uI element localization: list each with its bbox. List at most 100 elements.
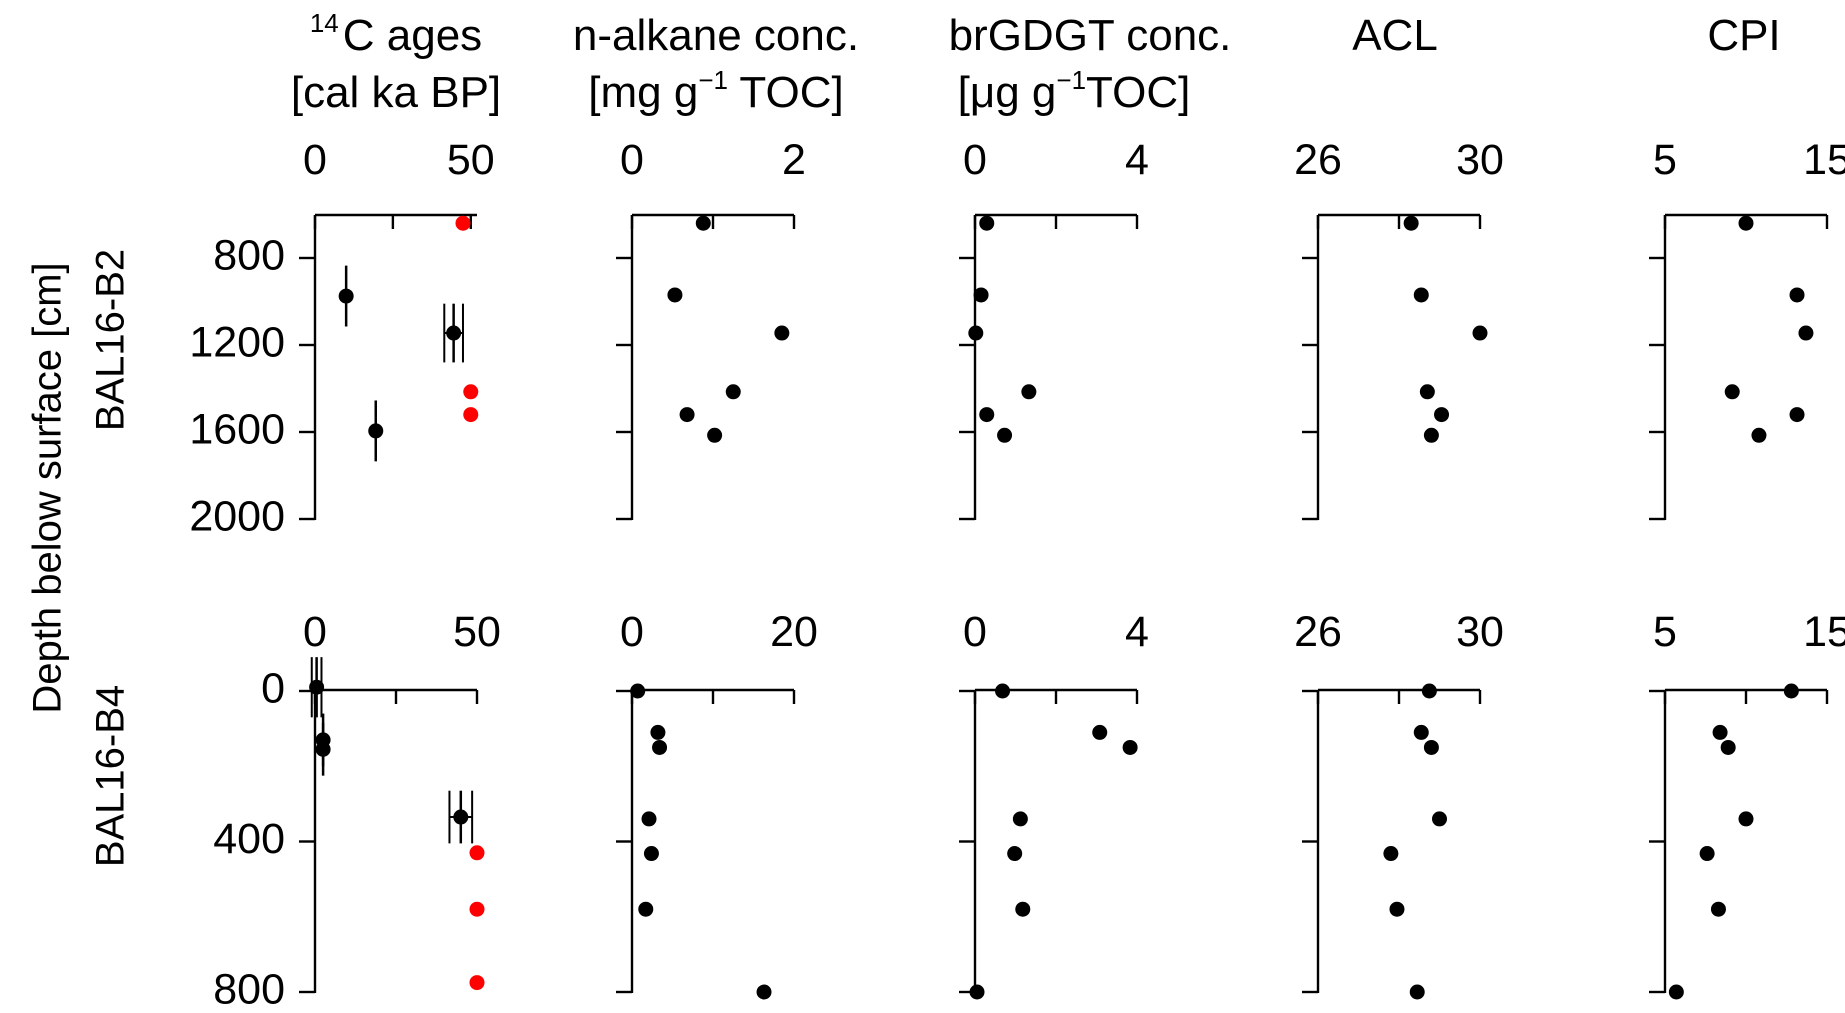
data-point — [979, 407, 995, 423]
y-tick-label: 2000 — [189, 492, 285, 540]
y-axis-title: Depth below surface [cm] — [26, 262, 70, 713]
x-tick-label: 5 — [1653, 136, 1677, 184]
data-point — [650, 724, 666, 740]
data-point — [641, 811, 657, 827]
data-point — [338, 288, 354, 304]
data-point — [463, 384, 479, 400]
data-point — [1432, 811, 1447, 827]
header-14c-ages: 14C ages [cal ka BP] — [291, 8, 501, 117]
header-14c-ages-superscript: 14 — [310, 8, 339, 38]
row-label-b4: BAL16-B4 — [89, 685, 133, 867]
x-tick-label: 26 — [1294, 608, 1342, 656]
x-tick-label: 0 — [963, 608, 987, 656]
data-point — [1389, 901, 1405, 917]
x-tick-label: 4 — [1125, 136, 1149, 184]
data-point — [1751, 427, 1767, 443]
data-point — [1383, 846, 1399, 862]
svg-text:14C ages: 14C ages — [310, 8, 482, 60]
header-14c-ages-unit: [cal ka BP] — [291, 68, 501, 117]
header-brgdgt-unit-b: TOC] — [1086, 68, 1190, 117]
x-tick-label: 26 — [1294, 136, 1342, 184]
data-point — [455, 215, 471, 231]
x-tick-label: 50 — [453, 608, 501, 656]
header-brgdgt-unit-sup: −1 — [1056, 65, 1086, 95]
data-point — [707, 427, 723, 443]
x-tick-label: 2 — [782, 136, 806, 184]
x-tick-label: 0 — [620, 136, 644, 184]
data-point — [368, 423, 384, 439]
x-tick-label: 15 — [1803, 136, 1845, 184]
x-tick-label: 0 — [963, 136, 987, 184]
svg-text:[mg g−1 TOC]: [mg g−1 TOC] — [588, 65, 843, 117]
svg-text:[μg g−1TOC]: [μg g−1TOC] — [958, 65, 1191, 117]
data-point — [1472, 325, 1488, 341]
x-tick-label: 30 — [1456, 608, 1504, 656]
data-point — [469, 845, 485, 861]
header-n-alkane-unit-sup: −1 — [698, 65, 728, 95]
data-point — [630, 683, 646, 699]
data-point — [1789, 407, 1805, 423]
y-tick-label: 1200 — [189, 318, 285, 366]
x-tick-label: 5 — [1653, 608, 1677, 656]
data-point — [1021, 384, 1037, 400]
data-point — [1007, 846, 1023, 862]
data-point — [774, 325, 790, 341]
data-point — [1419, 384, 1435, 400]
data-point — [1434, 407, 1450, 423]
data-point — [463, 407, 479, 423]
row-label-b2: BAL16-B2 — [89, 249, 133, 431]
panel-b4-acl: 26 30 — [1294, 608, 1504, 1000]
y-tick-label: 800 — [213, 231, 285, 279]
x-tick-label: 50 — [447, 136, 495, 184]
data-point — [997, 427, 1013, 443]
x-tick-label: 20 — [770, 608, 818, 656]
header-acl: ACL — [1352, 11, 1438, 60]
data-point — [1423, 739, 1439, 755]
data-point — [1668, 984, 1684, 1000]
data-point — [1409, 984, 1425, 1000]
y-tick-label: 0 — [261, 664, 285, 712]
x-tick-label: 30 — [1456, 136, 1504, 184]
x-tick-label: 4 — [1125, 608, 1149, 656]
data-point — [453, 809, 469, 825]
data-point — [979, 215, 995, 231]
data-point — [1413, 287, 1429, 303]
data-point — [1421, 683, 1437, 699]
data-point — [969, 984, 985, 1000]
header-n-alkane: n-alkane conc. [mg g−1 TOC] — [573, 11, 859, 117]
data-point — [756, 984, 772, 1000]
data-point — [469, 901, 485, 917]
data-point — [1423, 427, 1439, 443]
data-point — [643, 846, 659, 862]
data-point — [1720, 739, 1736, 755]
x-tick-label: 15 — [1803, 608, 1845, 656]
data-point — [1738, 215, 1754, 231]
data-point — [725, 384, 741, 400]
data-point — [652, 739, 668, 755]
data-point — [1738, 811, 1754, 827]
panel-b2-14c-ages: 0 50 800 1200 1600 2000 — [189, 136, 494, 540]
header-cpi: CPI — [1707, 11, 1780, 60]
panel-b4-14c-ages: 0 50 0 400 800 — [213, 608, 501, 1013]
data-point — [1413, 724, 1429, 740]
data-point — [1712, 724, 1728, 740]
data-point — [1699, 846, 1715, 862]
data-point — [695, 215, 711, 231]
data-point — [1710, 901, 1726, 917]
panel-b2-acl: 26 30 — [1294, 136, 1504, 521]
data-point — [995, 683, 1011, 699]
data-point — [1122, 739, 1138, 755]
data-point — [315, 741, 331, 757]
data-point — [1012, 811, 1028, 827]
data-point — [1015, 901, 1031, 917]
data-point — [667, 287, 683, 303]
header-brgdgt: brGDGT conc. [μg g−1TOC] — [949, 11, 1232, 117]
y-tick-label: 800 — [213, 965, 285, 1013]
y-tick-label: 400 — [213, 815, 285, 863]
data-point — [446, 325, 462, 341]
header-brgdgt-unit-a: [μg g — [958, 68, 1057, 117]
